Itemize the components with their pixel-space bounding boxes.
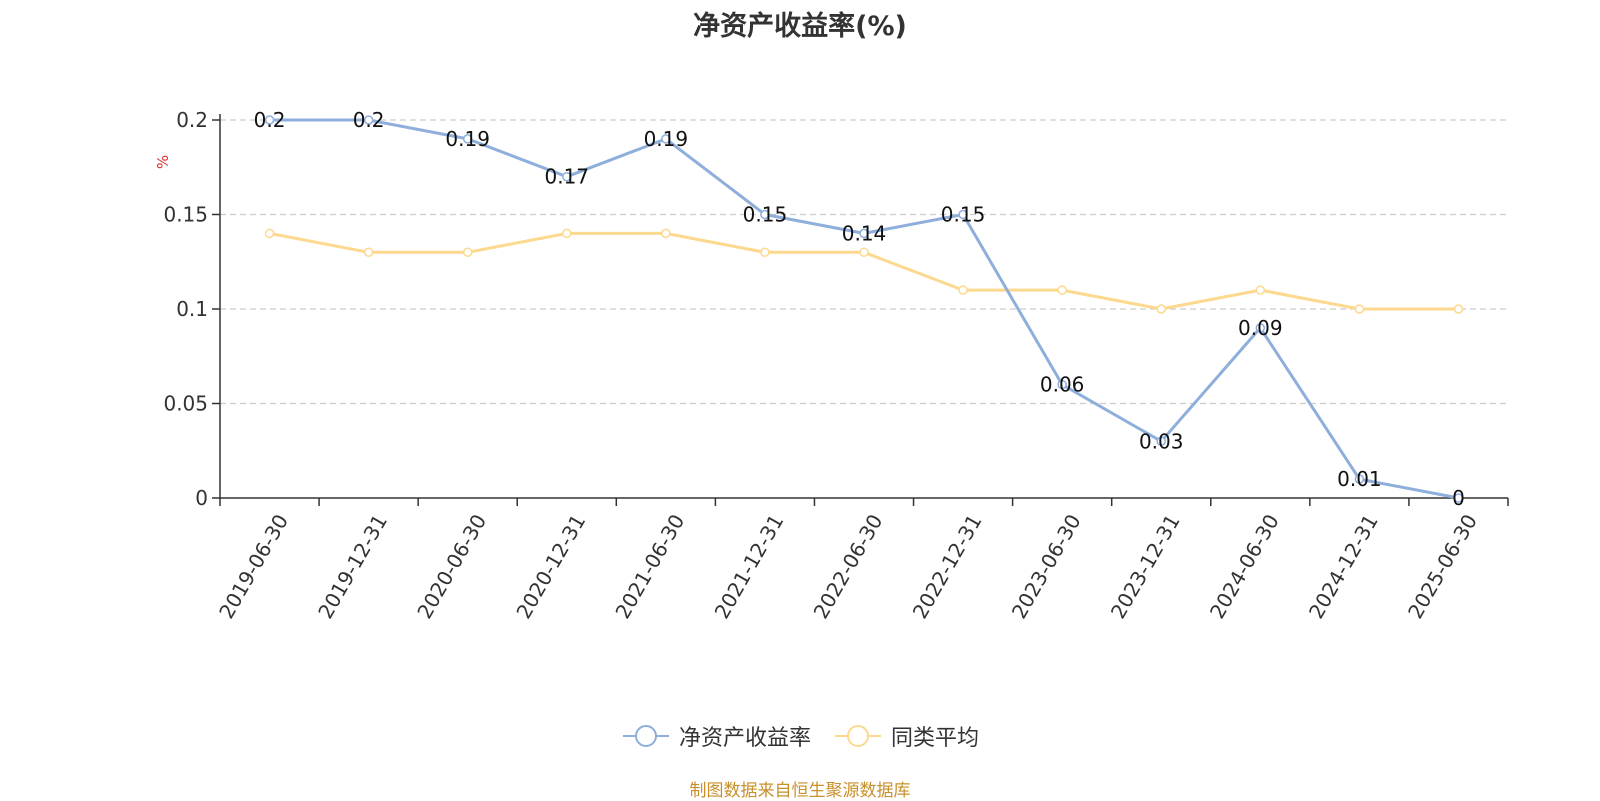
legend-item-roe[interactable]: 净资产收益率 (621, 720, 811, 752)
x-tick-label: 2019-12-31 (313, 510, 392, 623)
data-label: 0.15 (941, 203, 986, 227)
x-tick-label: 2025-06-30 (1403, 510, 1482, 623)
data-point (958, 285, 968, 295)
data-point (958, 209, 968, 220)
legend-line-circle-icon (835, 725, 881, 747)
data-point (363, 247, 374, 258)
data-point (462, 134, 473, 144)
data-point (760, 247, 770, 258)
data-label: 0 (1452, 486, 1465, 510)
data-label: 0.2 (254, 108, 286, 132)
axes: 0 0.05 0.1 0.15 0.2 2019-06-30 2019-12-31 2020-… (163, 108, 1509, 623)
y-axis-label: % (154, 155, 172, 169)
chart-title: 净资产收益率(%) (693, 11, 907, 42)
y-tick-label: 0 (195, 486, 208, 510)
legend-label: 净资产收益率 (678, 726, 811, 751)
data-point (661, 134, 671, 144)
data-labels: 0.2 0.2 0.19 0.17 0.19 0.15 0.14 0.15 0.06 0.03 0.… (254, 108, 1465, 510)
data-label: 0.06 (1040, 373, 1085, 397)
data-point (661, 228, 671, 239)
series-layer (264, 115, 1464, 503)
data-point (1255, 323, 1266, 333)
y-tick-label: 0.2 (176, 108, 208, 132)
data-label: 0.01 (1337, 467, 1382, 491)
x-tick-label: 2022-06-30 (809, 510, 888, 623)
x-tick-label: 2024-12-31 (1304, 510, 1383, 623)
data-label: 0.19 (445, 127, 490, 151)
data-point (1156, 304, 1166, 314)
legend-item-peer-average[interactable]: 同类平均 (833, 720, 979, 752)
x-tick-label: 2021-12-31 (710, 510, 789, 623)
data-point (462, 247, 473, 258)
data-point (562, 228, 572, 239)
y-tick-label: 0.05 (163, 392, 208, 416)
x-tick-label: 2019-06-30 (214, 510, 293, 623)
data-point (859, 228, 869, 239)
data-point (1057, 379, 1067, 390)
x-tick-label: 2020-06-30 (412, 510, 491, 623)
legend-line-circle-icon (622, 725, 669, 747)
data-label: 0.03 (1139, 429, 1184, 453)
legend: 净资产收益率 同类平均 (0, 720, 1600, 752)
data-label: 0.14 (842, 221, 887, 245)
data-point (1453, 304, 1464, 314)
data-point (264, 115, 275, 125)
x-tick-label: 2023-12-31 (1106, 510, 1185, 623)
gridlines (220, 119, 1508, 405)
y-tick-label: 0.15 (163, 203, 208, 227)
data-point (1255, 285, 1266, 295)
data-point (1156, 436, 1166, 447)
data-label: 0.15 (743, 203, 788, 227)
line-chart: 0 0.05 0.1 0.15 0.2 2019-06-30 2019-12-31 2020-… (154, 108, 1509, 623)
data-label: 0.17 (545, 165, 590, 189)
data-label: 0.2 (353, 108, 385, 132)
legend-label: 同类平均 (891, 726, 980, 751)
y-tick-label: 0.1 (176, 297, 208, 321)
data-point (1354, 304, 1365, 314)
data-point (562, 171, 572, 182)
x-tick-label: 2022-12-31 (908, 510, 987, 623)
data-point (1453, 493, 1464, 503)
data-point (363, 115, 374, 125)
data-point (1354, 474, 1365, 484)
x-tick-label: 2021-06-30 (610, 510, 689, 623)
data-label: 0.19 (644, 127, 689, 151)
x-tick-label: 2020-12-31 (511, 510, 590, 623)
data-point (760, 209, 770, 220)
data-label: 0.09 (1238, 316, 1283, 340)
x-tick-label: 2023-06-30 (1007, 510, 1086, 623)
data-point (264, 228, 275, 239)
data-point (859, 247, 869, 258)
x-tick-label: 2024-06-30 (1205, 510, 1284, 623)
data-point (1057, 285, 1067, 295)
source-note: 制图数据来自恒生聚源数据库 (689, 781, 911, 801)
